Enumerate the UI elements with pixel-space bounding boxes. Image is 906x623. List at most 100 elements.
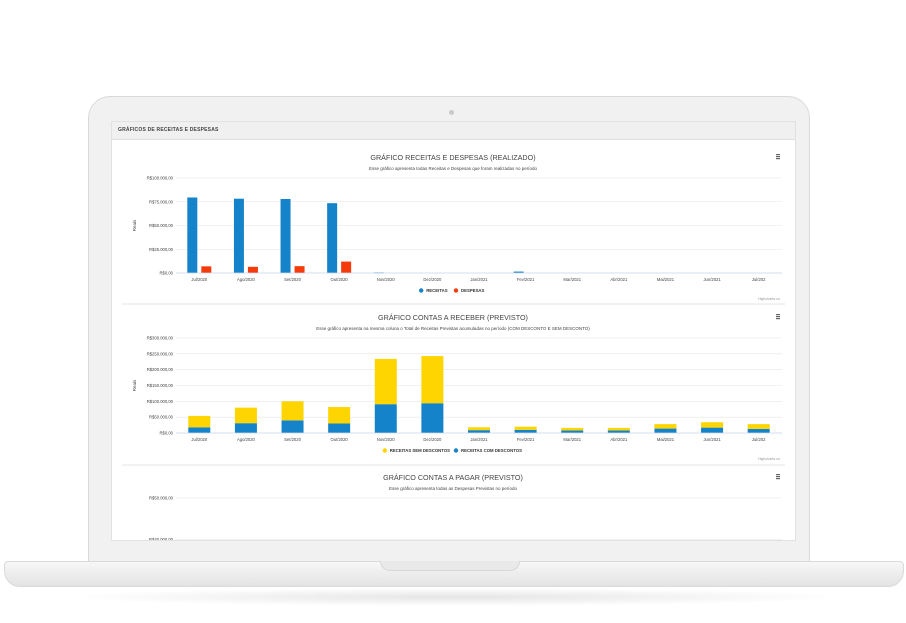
x-tick-label-receber: Mai/2021 (657, 437, 675, 442)
bar-receber[interactable] (421, 356, 444, 404)
bar-receber[interactable] (654, 424, 677, 429)
chart-menu-icon-pagar[interactable] (776, 474, 780, 476)
x-tick-label-realizado: Jul/202 (752, 277, 766, 282)
y-tick-label-pagar: R$40.000,00 (149, 537, 174, 540)
bar-receber[interactable] (468, 430, 490, 433)
bar-receber[interactable] (701, 422, 724, 428)
chart-title-receber: GRÁFICO CONTAS A RECEBER (PREVISTO) (378, 313, 528, 322)
bar-receber[interactable] (747, 428, 770, 433)
x-tick-label-receber: Abr/2021 (610, 437, 628, 442)
chart-menu-icon-realizado[interactable] (776, 158, 780, 160)
bar-realizado[interactable] (280, 198, 291, 273)
x-tick-label-realizado: Jul/2020 (191, 277, 208, 282)
chart-menu-icon-pagar[interactable] (776, 478, 780, 480)
bar-receber[interactable] (374, 358, 397, 405)
bar-receber[interactable] (328, 423, 351, 434)
x-tick-label-receber: Jan/2021 (470, 437, 488, 442)
y-tick-label-realizado: R$0,00 (159, 271, 173, 276)
bar-receber[interactable] (654, 428, 677, 433)
chart-credit-realizado: Highcharts.co (758, 297, 780, 301)
chart-menu-icon-pagar[interactable] (776, 476, 780, 478)
bar-receber[interactable] (514, 429, 537, 433)
y-axis-label-receber: Reais (132, 379, 137, 391)
x-tick-label-realizado: Ago/2020 (237, 277, 256, 282)
legend-label-receber: RECEITAS COM DESCONTOS (461, 448, 522, 453)
bar-receber[interactable] (281, 401, 304, 421)
bar-receber[interactable] (328, 407, 351, 424)
chart-menu-icon-realizado[interactable] (776, 154, 780, 156)
legend-label-receber: RECEITAS SEM DESCONTOS (390, 448, 450, 453)
y-tick-label-receber: R$250.000,00 (147, 351, 174, 356)
chart-menu-icon-receber[interactable] (776, 318, 780, 320)
bar-realizado[interactable] (327, 203, 338, 273)
bar-realizado[interactable] (247, 266, 258, 273)
panel-header: GRÁFICOS DE RECEITAS E DESPESAS (112, 122, 795, 140)
x-tick-label-receber: Out/2020 (331, 437, 349, 442)
bar-receber[interactable] (374, 404, 397, 433)
bar-receber[interactable] (561, 427, 584, 431)
bar-receber[interactable] (747, 424, 770, 429)
bar-realizado[interactable] (513, 271, 524, 273)
x-tick-label-receber: Set/2020 (284, 437, 301, 442)
legend-marker-receber[interactable] (453, 448, 459, 453)
bar-realizado[interactable] (233, 198, 244, 273)
bar-realizado[interactable] (341, 261, 352, 273)
y-tick-label-receber: R$0,00 (159, 431, 173, 436)
x-tick-label-receber: Ago/2020 (237, 437, 256, 442)
chart-menu-icon-realizado[interactable] (776, 156, 780, 158)
laptop-notch (380, 561, 520, 571)
legend-label-realizado: RECEITAS (426, 288, 448, 293)
chart-title-pagar: GRÁFICO CONTAS A PAGAR (PREVISTO) (383, 473, 523, 482)
y-tick-label-realizado: R$75.000,00 (149, 199, 174, 204)
x-tick-label-receber: Jul/2020 (191, 437, 208, 442)
bar-receber[interactable] (607, 430, 630, 433)
bar-receber[interactable] (607, 427, 630, 431)
x-tick-label-realizado: Nov/2020 (377, 277, 396, 282)
x-tick-label-receber: Dez/2020 (423, 437, 442, 442)
legend-marker-receber[interactable] (382, 448, 387, 453)
bar-receber[interactable] (281, 420, 304, 433)
charts-area: GRÁFICO RECEITAS E DESPESAS (REALIZADO) E… (122, 153, 785, 540)
bar-receber[interactable] (468, 427, 490, 431)
x-tick-label-realizado: Jun/2021 (703, 277, 721, 282)
chart-subtitle-pagar: Esse gráfico apresenta todas as Despesas… (389, 486, 518, 491)
bar-receber[interactable] (421, 403, 444, 433)
y-tick-label-pagar: R$50.000,00 (149, 496, 174, 501)
legend-marker-realizado[interactable] (453, 288, 459, 293)
bar-receber[interactable] (561, 430, 584, 433)
x-tick-label-realizado: Abr/2021 (610, 277, 628, 282)
panel-title: GRÁFICOS DE RECEITAS E DESPESAS (118, 127, 219, 133)
x-tick-label-realizado: Jan/2021 (470, 277, 488, 282)
y-tick-label-receber: R$50.000,00 (149, 415, 174, 420)
x-tick-label-receber: Jul/202 (752, 437, 766, 442)
legend-marker-realizado[interactable] (419, 288, 424, 293)
bar-receber[interactable] (701, 427, 724, 433)
y-tick-label-receber: R$100.000,00 (147, 399, 174, 404)
x-tick-label-receber: Fev/2021 (517, 437, 535, 442)
x-tick-label-realizado: Set/2020 (284, 277, 301, 282)
bar-receber[interactable] (514, 426, 537, 430)
chart-subtitle-receber: Esse gráfico apresenta na mesma coluna o… (316, 326, 590, 331)
chart-menu-icon-receber[interactable] (776, 314, 780, 316)
chart-menu-icon-receber[interactable] (776, 316, 780, 318)
x-tick-label-realizado: Out/2020 (331, 277, 349, 282)
bar-realizado[interactable] (201, 266, 212, 273)
y-tick-label-realizado: R$100.000,00 (147, 176, 174, 181)
bar-realizado[interactable] (294, 266, 305, 273)
y-tick-label-realizado: R$25.000,00 (149, 247, 174, 252)
y-tick-label-realizado: R$50.000,00 (149, 223, 174, 228)
y-tick-label-receber: R$200.000,00 (147, 367, 174, 372)
bar-receber[interactable] (188, 427, 211, 433)
bar-receber[interactable] (234, 407, 257, 424)
x-tick-label-receber: Nov/2020 (377, 437, 396, 442)
x-tick-label-realizado: Mai/2021 (657, 277, 675, 282)
bar-receber[interactable] (234, 423, 257, 433)
laptop-shadow (60, 588, 850, 606)
x-tick-label-realizado: Fev/2021 (517, 277, 535, 282)
camera-icon (449, 110, 454, 115)
bar-realizado[interactable] (187, 197, 198, 273)
bar-receber[interactable] (188, 415, 211, 428)
x-tick-label-realizado: Dez/2020 (423, 277, 442, 282)
y-axis-label-realizado: Reais (132, 219, 137, 231)
x-tick-label-realizado: Mar/2021 (563, 277, 581, 282)
